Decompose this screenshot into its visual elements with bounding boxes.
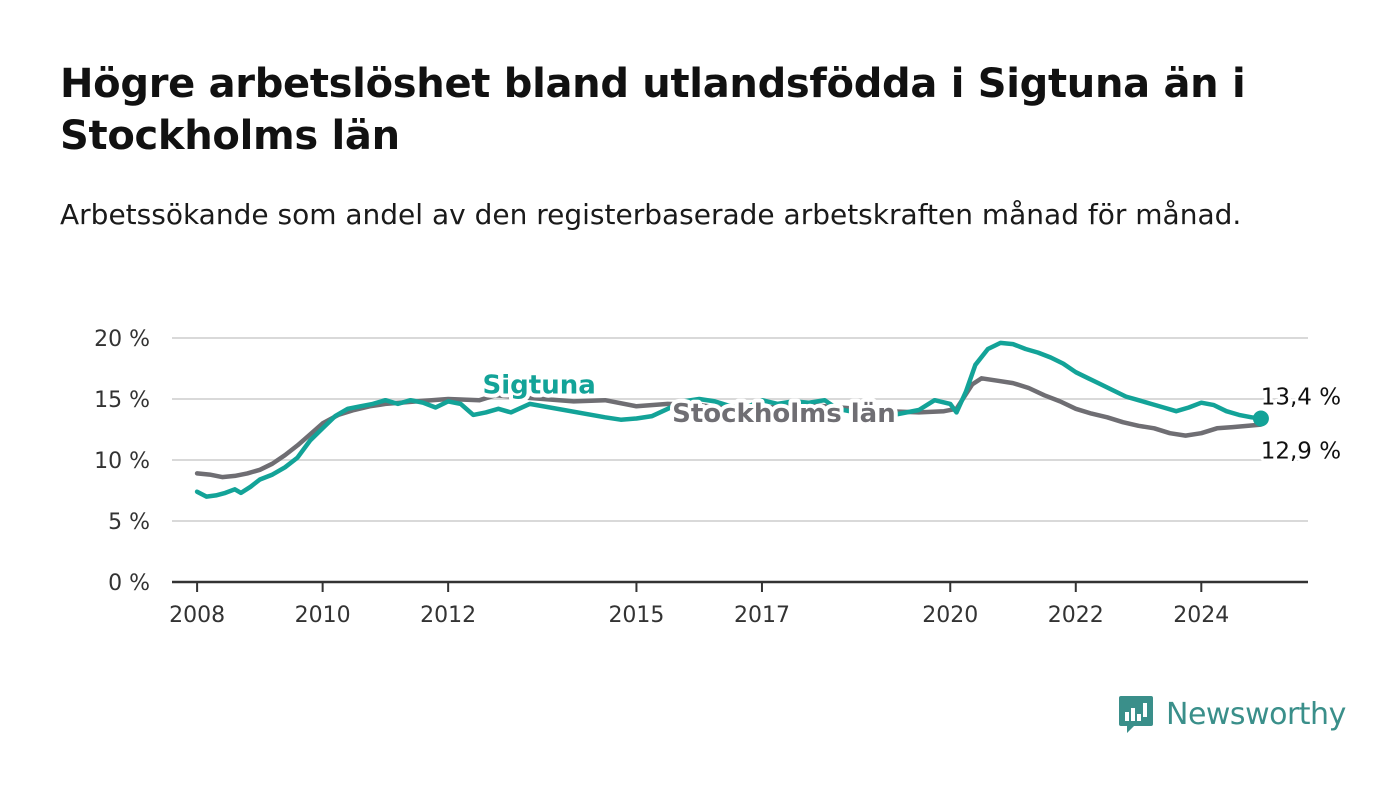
gridlines bbox=[172, 337, 1308, 522]
series-end-marker-sigtuna bbox=[1252, 410, 1269, 427]
y-tick-label-20: 20 % bbox=[94, 327, 150, 352]
series-label-sigtuna: Sigtuna bbox=[483, 371, 596, 401]
series-label-stockholms-län: Stockholms län bbox=[672, 399, 896, 429]
chart-subtitle: Arbetssökande som andel av den registerb… bbox=[60, 198, 1242, 231]
y-tick-label-10: 10 % bbox=[94, 449, 150, 474]
series-labels: Stockholms län 12,9 % Sigtuna 13,4 % bbox=[479, 367, 1345, 468]
end-value-label-sigtuna: 13,4 % bbox=[1261, 385, 1341, 411]
y-tick-label-5: 5 % bbox=[108, 510, 150, 535]
x-axis-ticks: 2008 2010 2012 2015 2017 2020 2022 2024 bbox=[169, 582, 1229, 628]
newsworthy-logo-icon bbox=[1119, 696, 1153, 733]
x-tick-label-2008: 2008 bbox=[169, 603, 225, 628]
x-tick-label-2015: 2015 bbox=[608, 603, 664, 628]
series-line-stockholms-län bbox=[194, 376, 1264, 480]
y-axis-ticks: 0 % 5 % 10 % 15 % 20 % bbox=[94, 327, 150, 596]
newsworthy-logo: Newsworthy bbox=[1118, 690, 1346, 738]
x-tick-label-2017: 2017 bbox=[734, 603, 790, 628]
x-tick-label-2024: 2024 bbox=[1173, 603, 1229, 628]
chart-title: Högre arbetslöshet bland utlandsfödda i … bbox=[60, 61, 1246, 159]
y-tick-label-0: 0 % bbox=[108, 571, 150, 596]
series-line-sigtuna bbox=[194, 340, 1264, 499]
logo-text: Newsworthy bbox=[1166, 696, 1346, 732]
x-tick-label-2022: 2022 bbox=[1048, 603, 1104, 628]
end-value-label-stockholms-län: 12,9 % bbox=[1261, 439, 1341, 465]
y-tick-label-15: 15 % bbox=[94, 388, 150, 413]
x-tick-label-2010: 2010 bbox=[295, 603, 351, 628]
series-lines bbox=[194, 340, 1269, 499]
x-tick-label-2020: 2020 bbox=[922, 603, 978, 628]
x-tick-label-2012: 2012 bbox=[420, 603, 476, 628]
